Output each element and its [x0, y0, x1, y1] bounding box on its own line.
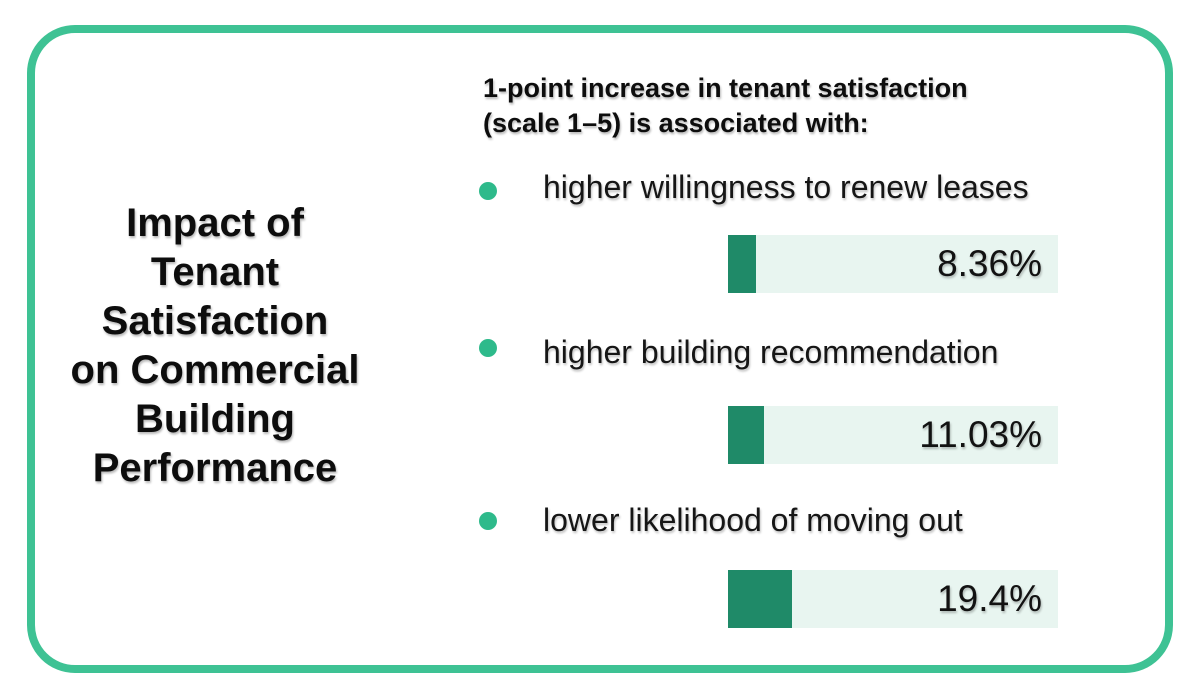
value-label: 19.4% [937, 578, 1042, 619]
category-label: higher building recommendation [543, 334, 999, 370]
bar-track: 19.4% [728, 570, 1058, 628]
bar-fill [728, 406, 765, 464]
bullet-icon [479, 339, 497, 357]
value-label: 8.36% [937, 243, 1042, 284]
category-label: higher willingness to renew leases [543, 169, 1029, 205]
value-label: 11.03% [919, 414, 1042, 455]
bullet-icon [479, 182, 497, 200]
main-title: Impact of Tenant Satisfaction on Commerc… [70, 201, 360, 490]
category-label: lower likelihood of moving out [543, 502, 963, 538]
chart-heading: 1-point increase in tenant satisfaction … [483, 73, 968, 138]
bar-fill [728, 235, 756, 293]
bullet-icon [479, 512, 497, 530]
card-border [27, 25, 1173, 673]
bar-fill [728, 570, 793, 628]
bar-track: 11.03% [728, 406, 1058, 464]
bar-track: 8.36% [728, 235, 1058, 293]
